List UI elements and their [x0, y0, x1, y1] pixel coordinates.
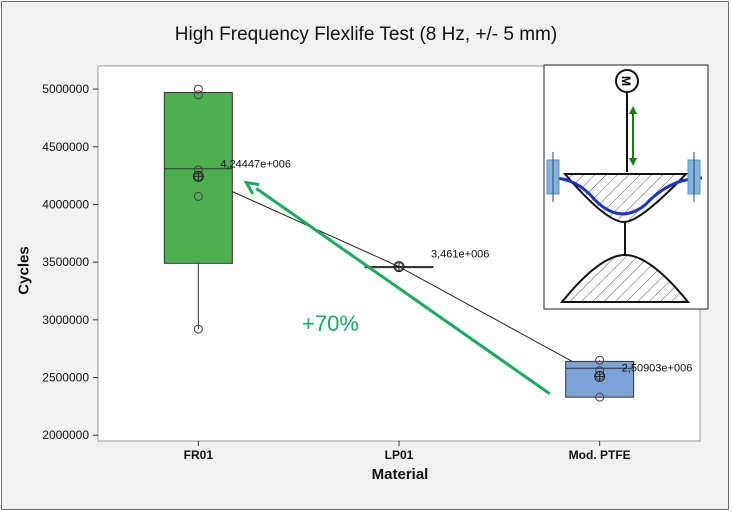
annotation-layer: +70%: [243, 180, 551, 395]
data-point: [595, 392, 605, 402]
y-tick-label: 4000000: [42, 197, 89, 211]
improvement-arrow: [255, 187, 551, 395]
axes: 2000000 2500000 3000000 3500000 4000000 45000…: [42, 82, 630, 462]
box: [565, 360, 635, 398]
improvement-label: +70%: [302, 311, 359, 336]
mean-data-label: 3,461e+006: [431, 249, 489, 261]
arrow-down-icon: [629, 158, 637, 166]
series-layer: 4,24447e+006 3,461e+006 2,50903e+006: [163, 84, 693, 402]
y-tick-label: 2500000: [42, 371, 89, 385]
test-film-curve: [547, 176, 703, 216]
chart-title: High Frequency Flexlife Test (8 Hz, +/- …: [174, 24, 558, 45]
x-axis-label: Material: [371, 466, 429, 483]
lower-die: [559, 253, 691, 303]
y-tick-label: 3000000: [42, 313, 89, 327]
y-tick-label: 4500000: [42, 140, 89, 154]
data-point: [193, 191, 203, 201]
schematic-illustration: M: [543, 64, 709, 310]
arrow-up-icon: [629, 106, 637, 114]
y-tick-label: 3500000: [42, 255, 89, 269]
x-tick-label: FR01: [184, 448, 214, 462]
y-tick-label: 2000000: [42, 428, 89, 442]
data-point: [193, 84, 203, 94]
data-point: [193, 90, 203, 100]
arrow-head-icon: [243, 180, 260, 195]
data-point: [595, 355, 605, 365]
data-point: [193, 324, 203, 334]
mean-data-label: 2,50903e+006: [622, 362, 693, 374]
y-tick-label: 5000000: [42, 82, 89, 96]
x-tick-label: LP01: [385, 448, 414, 462]
upper-die: [562, 173, 689, 224]
motor-label: M: [619, 76, 633, 86]
mean-data-label: 4,24447e+006: [220, 158, 291, 170]
x-tick-label: Mod. PTFE: [569, 448, 631, 462]
